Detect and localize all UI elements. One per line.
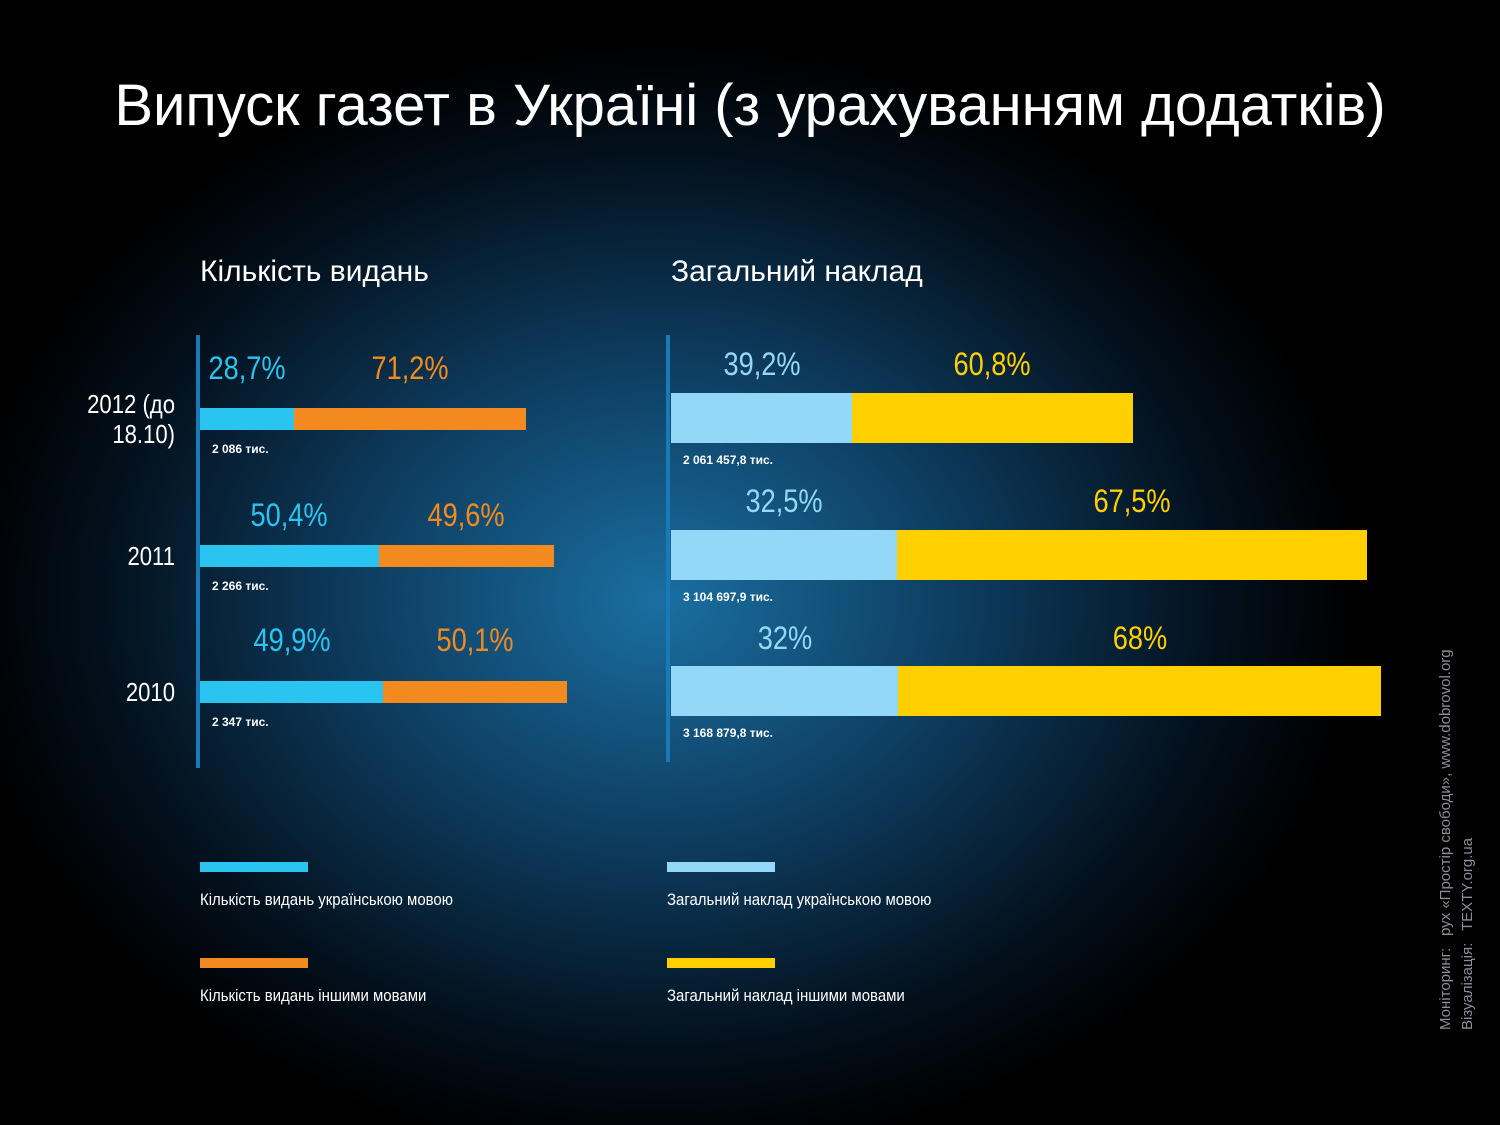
legend-swatch [667, 958, 775, 968]
legend-swatch [200, 862, 308, 872]
bar-segment [378, 545, 555, 567]
axis-line [196, 335, 200, 768]
legend-swatch [200, 958, 308, 968]
legend-label: Загальний наклад іншими мовами [667, 986, 905, 1005]
value-label: 32% [757, 620, 812, 656]
value-label: 68% [1112, 620, 1167, 656]
total-label: 2 086 тис. [212, 442, 269, 456]
axis-line [666, 335, 670, 762]
total-label: 3 168 879,8 тис. [683, 726, 773, 740]
value-label: 71,2% [371, 350, 449, 386]
bar-segment [852, 393, 1133, 443]
credit-text: TEXTY.org.ua [1459, 837, 1476, 931]
value-label: 49,6% [427, 497, 506, 533]
legend-label: Кількість видань українською мовою [200, 890, 453, 909]
value-label: 50,4% [250, 497, 328, 533]
value-label: 67,5% [1093, 483, 1171, 519]
credit-text: рух «Простір свободи», www.dobrovol.org [1437, 649, 1454, 936]
total-label: 2 266 тис. [212, 579, 269, 593]
legend-swatch [667, 862, 775, 872]
legend-label: Загальний наклад українською мовою [667, 890, 932, 909]
value-label: 32,5% [745, 483, 823, 519]
legend-label: Кількість видань іншими мовами [200, 986, 427, 1005]
bar-segment [897, 530, 1367, 580]
value-label: 49,9% [253, 622, 331, 658]
total-label: 3 104 697,9 тис. [683, 590, 773, 604]
bar-segment [671, 666, 899, 716]
page-title: Випуск газет в Україні (з урахуванням до… [114, 73, 1386, 138]
chart-title: Кількість видань [200, 255, 429, 288]
total-label: 2 347 тис. [212, 715, 269, 729]
value-label: 60,8% [953, 346, 1032, 382]
category-label: 2011 [127, 541, 175, 571]
value-label: 28,7% [208, 350, 286, 386]
bar-segment [200, 681, 384, 703]
category-label: 2010 [125, 677, 175, 707]
bar-segment [200, 408, 294, 430]
chart-title: Загальний наклад [671, 255, 923, 288]
bar-segment [898, 666, 1381, 716]
credit-label: Моніторинг: [1437, 947, 1454, 1030]
bar-segment [200, 545, 379, 567]
total-label: 2 061 457,8 тис. [683, 453, 773, 467]
bar-segment [671, 393, 853, 443]
value-label: 39,2% [722, 346, 801, 382]
category-label: 2012 (до 18.10) [87, 389, 175, 449]
credit-label: Візуалізація: [1459, 942, 1476, 1030]
bar-segment [671, 530, 898, 580]
bar-segment [293, 408, 526, 430]
bar-segment [383, 681, 567, 703]
value-label: 50,1% [436, 622, 514, 658]
